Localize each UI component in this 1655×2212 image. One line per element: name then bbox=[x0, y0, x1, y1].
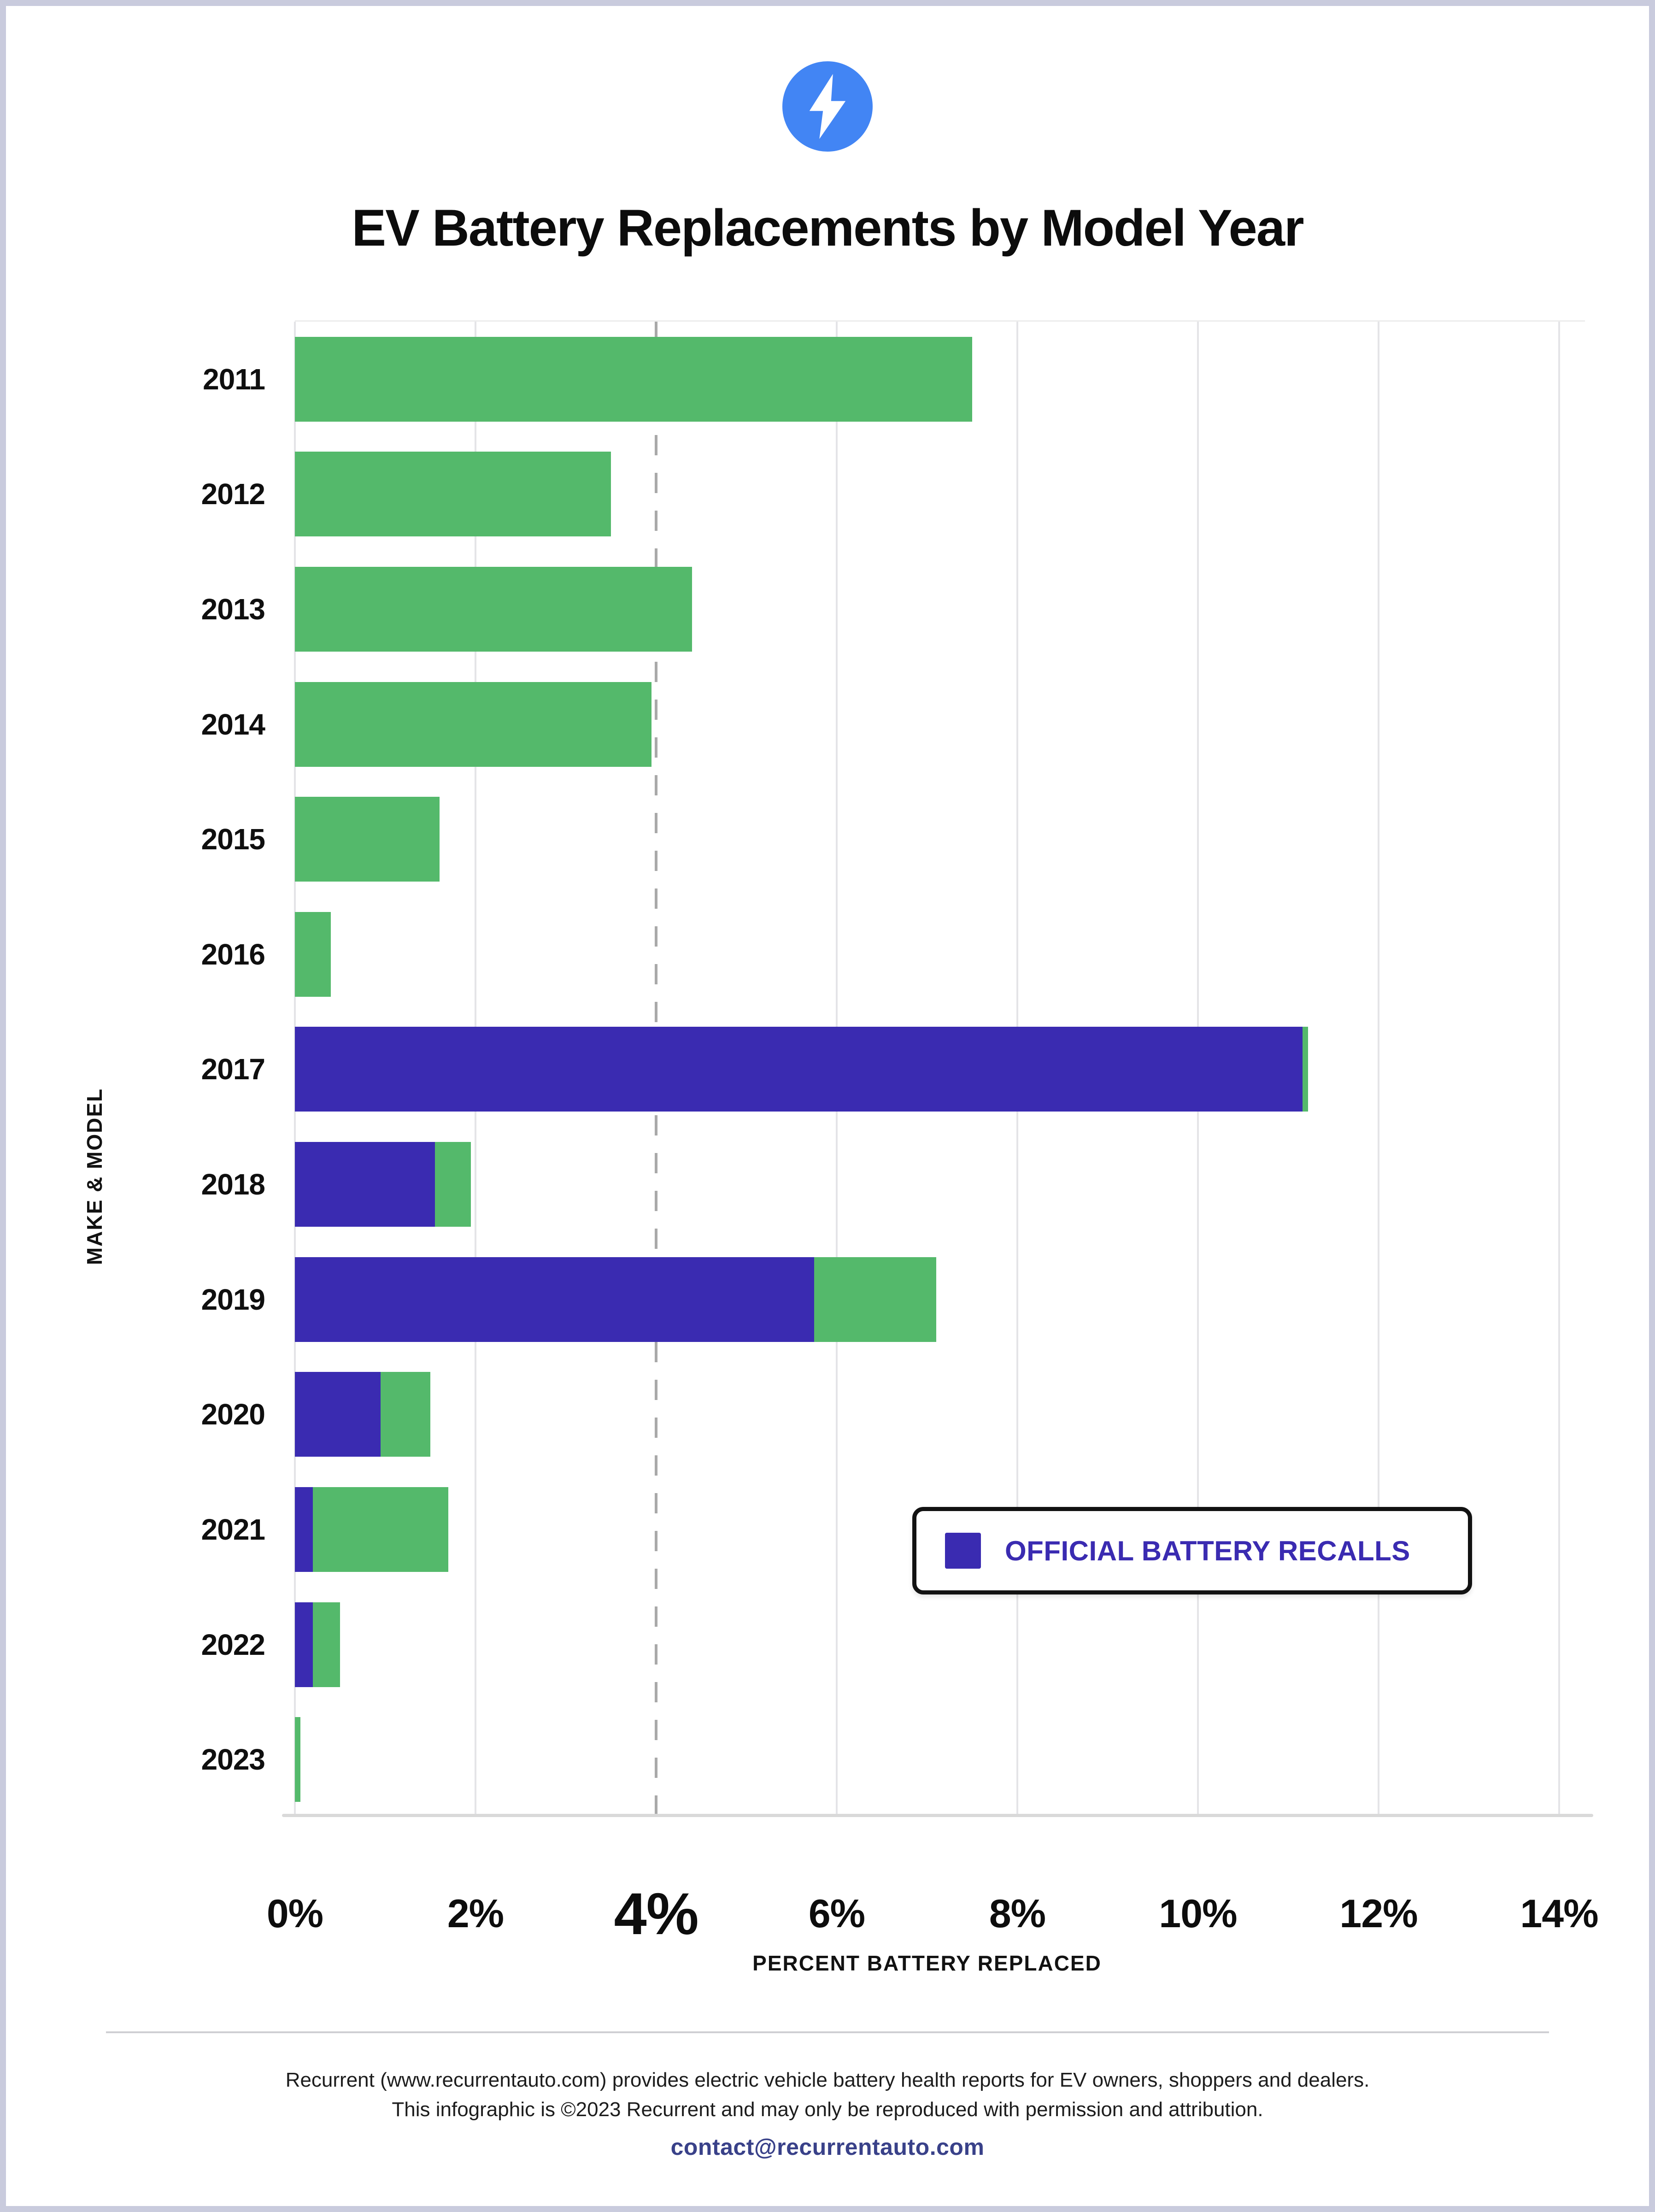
x-tick-10%: 10% bbox=[1159, 1891, 1237, 1936]
x-tick-4%: 4% bbox=[614, 1881, 699, 1947]
bar-row-2015: 2015 bbox=[201, 782, 1585, 897]
contact-email-link[interactable]: contact@recurrentauto.com bbox=[670, 2134, 985, 2160]
year-label-2022: 2022 bbox=[201, 1628, 265, 1661]
x-tick-12%: 12% bbox=[1339, 1891, 1418, 1936]
x-axis-line bbox=[282, 1814, 1593, 1817]
bar-recalls-2022 bbox=[295, 1602, 313, 1687]
bar-row-2016: 2016 bbox=[201, 897, 1585, 1012]
x-axis-title: PERCENT BATTERY REPLACED bbox=[752, 1951, 1102, 1975]
year-label-2013: 2013 bbox=[201, 593, 265, 626]
year-label-2021: 2021 bbox=[201, 1512, 265, 1546]
chart-plot-area: MAKE & MODEL PERCENT BATTERY REPLACED 20… bbox=[82, 320, 1599, 1975]
year-label-2012: 2012 bbox=[201, 477, 265, 511]
bar-row-2023: 2023 bbox=[201, 1702, 1585, 1817]
bar-row-2022: 2022 bbox=[201, 1587, 1585, 1702]
legend-label: OFFICIAL BATTERY RECALLS bbox=[1005, 1535, 1410, 1566]
bar-replacements-2014 bbox=[295, 682, 652, 767]
x-tick-14%: 14% bbox=[1520, 1891, 1598, 1936]
year-label-2020: 2020 bbox=[201, 1398, 265, 1431]
x-tick-0%: 0% bbox=[266, 1891, 323, 1936]
x-tick-6%: 6% bbox=[808, 1891, 865, 1936]
bar-row-2021: 2021 bbox=[201, 1472, 1585, 1587]
legend-swatch bbox=[945, 1533, 981, 1569]
bar-replacements-2011 bbox=[295, 336, 972, 422]
bar-row-2014: 2014 bbox=[201, 667, 1585, 782]
bar-replacements-2021 bbox=[295, 1487, 449, 1572]
bar-replacements-2013 bbox=[295, 567, 693, 652]
year-label-2019: 2019 bbox=[201, 1282, 265, 1316]
bar-recalls-2018 bbox=[295, 1142, 435, 1227]
bar-row-2013: 2013 bbox=[201, 552, 1585, 667]
year-label-2023: 2023 bbox=[201, 1743, 265, 1777]
year-label-2016: 2016 bbox=[201, 937, 265, 971]
bar-row-2020: 2020 bbox=[201, 1357, 1585, 1472]
x-tick-2%: 2% bbox=[447, 1891, 504, 1936]
bar-replacements-2012 bbox=[295, 452, 611, 537]
footer-line-2: This infographic is ©2023 Recurrent and … bbox=[392, 2098, 1263, 2121]
gridline-14% bbox=[1558, 322, 1560, 1817]
bar-recalls-2020 bbox=[295, 1372, 381, 1457]
year-label-2018: 2018 bbox=[201, 1168, 265, 1201]
gridline-12% bbox=[1378, 322, 1379, 1817]
x-tick-8%: 8% bbox=[989, 1891, 1046, 1936]
bar-replacements-2015 bbox=[295, 797, 440, 882]
contact-email: contact@recurrentauto.com bbox=[0, 2134, 1655, 2160]
year-label-2015: 2015 bbox=[201, 823, 265, 856]
year-label-2011: 2011 bbox=[203, 362, 265, 396]
year-label-2017: 2017 bbox=[201, 1053, 265, 1086]
bar-row-2011: 2011 bbox=[203, 322, 1585, 437]
page-title: EV Battery Replacements by Model Year bbox=[352, 199, 1304, 257]
legend: OFFICIAL BATTERY RECALLS bbox=[912, 1507, 1472, 1594]
lightning-bolt-icon bbox=[782, 61, 873, 152]
bar-recalls-2017 bbox=[295, 1027, 1303, 1112]
footer-text: Recurrent (www.recurrentauto.com) provid… bbox=[0, 2065, 1655, 2124]
footer-line-1: Recurrent (www.recurrentauto.com) provid… bbox=[285, 2069, 1370, 2091]
brand-logo bbox=[782, 61, 873, 152]
bar-row-2019: 2019 bbox=[201, 1242, 1585, 1357]
bar-recalls-2019 bbox=[295, 1257, 814, 1342]
bar-recalls-2021 bbox=[295, 1487, 313, 1572]
y-axis-title: MAKE & MODEL bbox=[82, 1088, 106, 1265]
bar-replacements-2023 bbox=[295, 1717, 300, 1802]
bar-row-2012: 2012 bbox=[201, 437, 1585, 552]
year-label-2014: 2014 bbox=[201, 707, 265, 741]
bar-row-2017: 2017 bbox=[201, 1012, 1585, 1127]
footer-divider bbox=[106, 2031, 1549, 2033]
bar-row-2018: 2018 bbox=[201, 1127, 1585, 1242]
bar-replacements-2016 bbox=[295, 912, 331, 997]
